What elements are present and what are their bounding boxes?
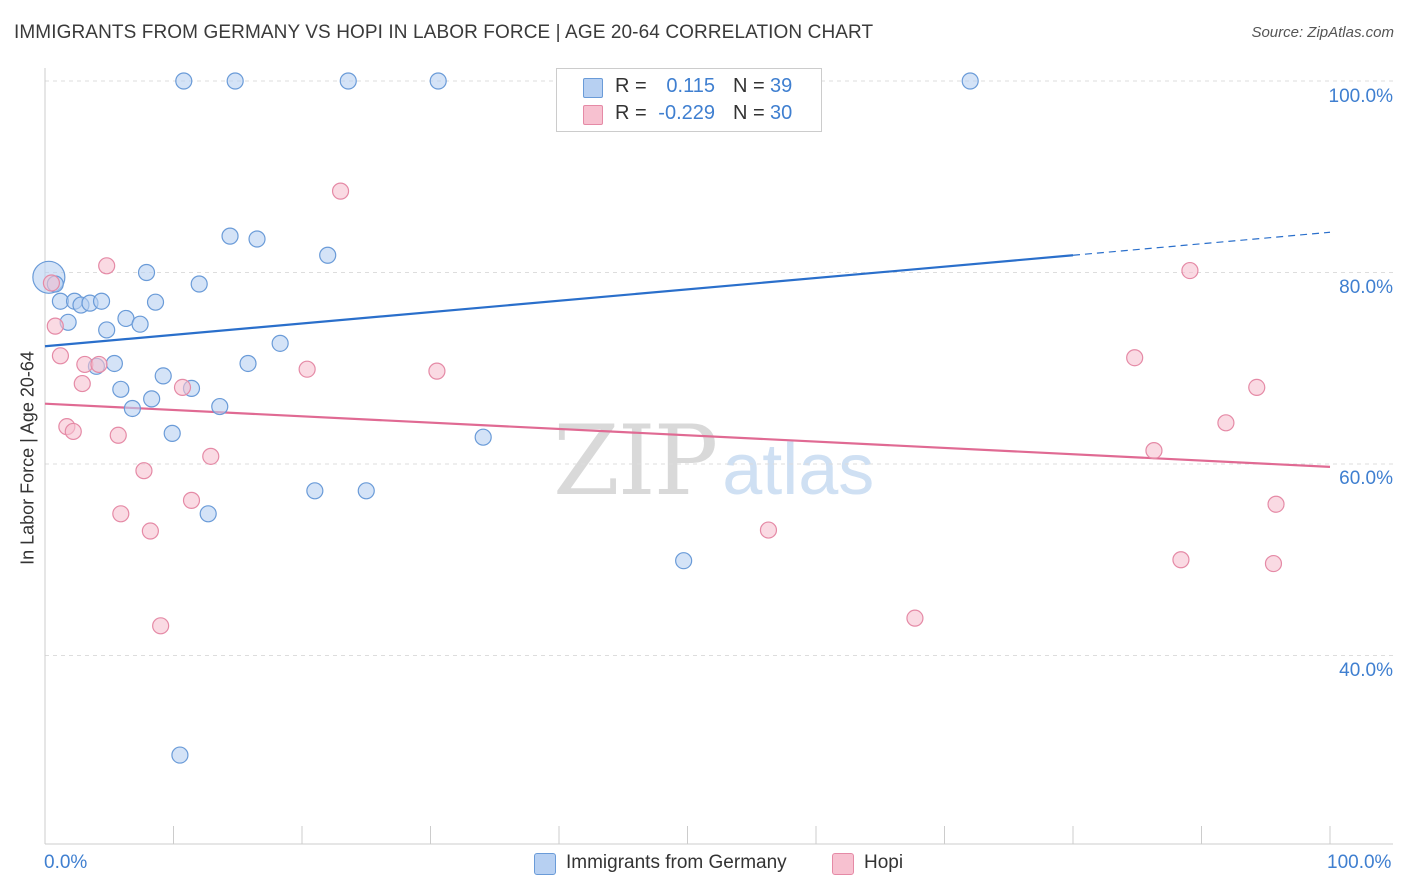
data-point-germany	[474, 428, 492, 446]
data-point-germany	[675, 552, 693, 570]
stats-swatch-pink	[583, 105, 603, 125]
data-point-hopi	[98, 257, 116, 275]
n-label: N =	[733, 102, 765, 124]
data-point-germany	[137, 263, 156, 282]
data-point-hopi	[1172, 551, 1190, 569]
data-point-germany	[429, 72, 447, 90]
watermark-zip: ZIP	[553, 405, 718, 517]
data-point-germany	[171, 746, 189, 764]
data-point-germany	[92, 292, 111, 310]
trend-line-germany	[44, 254, 1074, 348]
y-tick-label-80: 80.0%	[1339, 277, 1393, 298]
y-tick-label-100: 100.0%	[1328, 86, 1393, 107]
data-point-germany	[226, 72, 244, 90]
r-label: R =	[615, 75, 647, 97]
legend-swatch-pink	[832, 853, 854, 875]
data-point-hopi	[1181, 261, 1199, 280]
data-point-hopi	[1217, 414, 1235, 432]
data-point-hopi	[428, 362, 446, 380]
legend: Immigrants from Germany Hopi	[0, 852, 1406, 878]
data-point-hopi	[182, 491, 201, 509]
r-value: -0.229	[658, 102, 715, 124]
r-value: 0.115	[666, 75, 715, 97]
data-point-hopi	[1145, 441, 1163, 460]
data-point-germany	[221, 227, 239, 245]
data-point-hopi	[173, 378, 192, 396]
data-point-germany	[146, 293, 165, 311]
n-value: 39	[770, 75, 793, 97]
data-point-germany	[175, 72, 193, 90]
y-tick-label-40: 40.0%	[1339, 660, 1393, 681]
data-point-hopi	[141, 522, 159, 540]
data-point-germany	[271, 334, 289, 352]
data-point-germany	[143, 390, 161, 408]
data-point-hopi	[759, 521, 778, 539]
x-tick-label-min: 0.0%	[44, 852, 88, 873]
data-point-hopi	[42, 274, 61, 292]
r-label: R =	[615, 102, 647, 124]
data-point-germany	[357, 482, 375, 500]
legend-label: Hopi	[864, 852, 904, 873]
x-tick-label-max: 100.0%	[1327, 852, 1392, 873]
data-point-hopi	[1126, 349, 1144, 367]
data-point-hopi	[46, 317, 64, 335]
data-point-hopi	[298, 360, 316, 378]
data-point-germany	[199, 505, 217, 523]
data-point-hopi	[73, 374, 91, 393]
data-point-hopi	[109, 426, 127, 444]
y-axis-label: In Labor Force | Age 20-64	[17, 351, 38, 565]
data-point-germany	[248, 230, 266, 248]
data-point-germany	[123, 399, 141, 418]
data-point-hopi	[51, 347, 70, 365]
data-point-germany	[339, 72, 357, 90]
trend-line-hopi	[44, 402, 1331, 468]
data-point-germany	[211, 397, 229, 416]
data-point-hopi	[1248, 378, 1266, 396]
trend-line-extension-germany	[1072, 231, 1331, 256]
data-point-germany	[961, 72, 979, 90]
n-label: N =	[733, 75, 765, 97]
data-point-germany	[131, 315, 149, 333]
data-point-hopi	[202, 447, 220, 465]
source-label: Source: ZipAtlas.com	[1251, 24, 1394, 41]
chart-title: IMMIGRANTS FROM GERMANY VS HOPI IN LABOR…	[14, 22, 874, 43]
data-point-germany	[112, 380, 130, 398]
data-point-germany	[190, 275, 208, 293]
stats-swatch-blue	[583, 78, 603, 98]
y-tick-label-60: 60.0%	[1339, 468, 1393, 489]
data-point-germany	[105, 354, 123, 373]
legend-label: Immigrants from Germany	[566, 852, 787, 873]
data-point-hopi	[64, 422, 82, 441]
data-point-hopi	[1267, 495, 1285, 513]
data-point-hopi	[152, 617, 170, 635]
data-point-hopi	[112, 505, 130, 523]
stats-box: R = 0.115 N = 39 R = -0.229 N = 30	[556, 68, 822, 132]
data-point-hopi	[1264, 554, 1283, 573]
data-point-germany	[154, 367, 172, 385]
data-point-hopi	[331, 182, 350, 200]
data-point-germany	[319, 246, 337, 264]
data-point-hopi	[135, 462, 153, 480]
n-value: 30	[770, 102, 793, 124]
data-point-hopi	[90, 355, 108, 374]
data-point-hopi	[906, 609, 924, 627]
data-point-germany	[306, 482, 324, 500]
data-point-germany	[239, 354, 257, 373]
data-point-germany	[98, 321, 116, 339]
data-point-germany	[163, 424, 181, 442]
legend-swatch-blue	[534, 853, 556, 875]
